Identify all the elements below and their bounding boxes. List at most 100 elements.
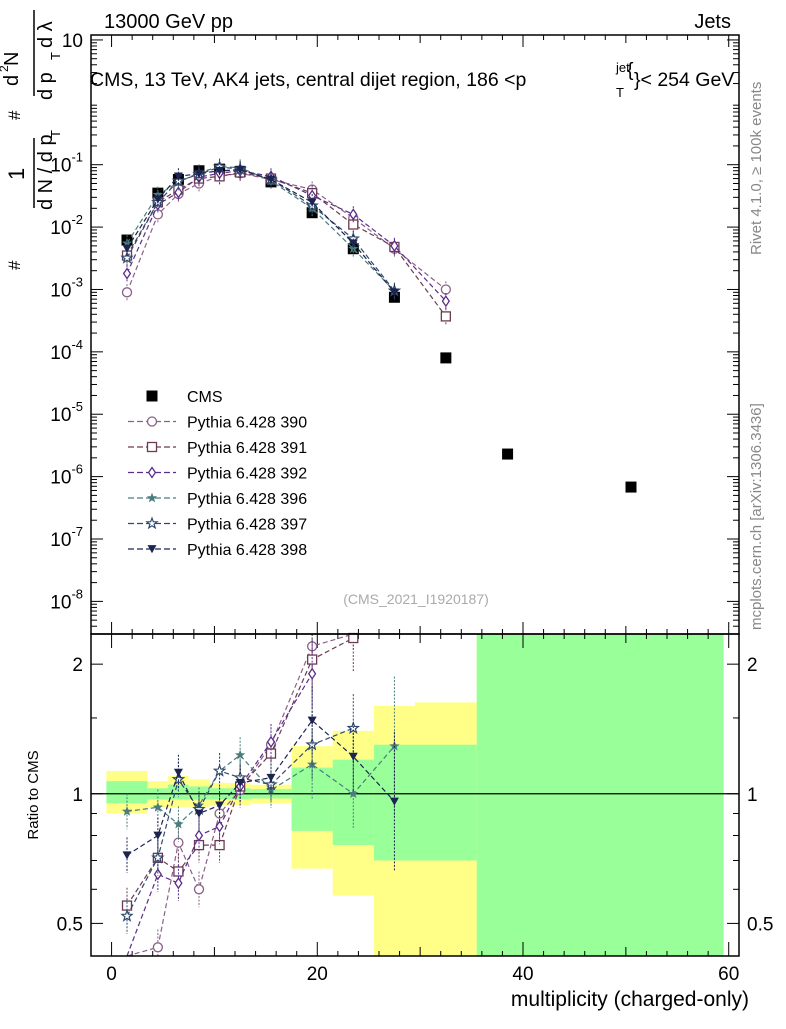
main-ytick-label-4: 10-4 bbox=[50, 337, 83, 364]
ratio-ylabel: Ratio to CMS bbox=[25, 750, 42, 839]
ratio-series-5 bbox=[122, 686, 399, 874]
ratio-line-5 bbox=[126, 719, 395, 856]
legend-marker-5 bbox=[145, 516, 159, 530]
ratio-ytick-label-r-1: 1 bbox=[747, 785, 758, 806]
ratio-point-4-1 bbox=[151, 850, 165, 864]
header-left: 13000 GeV pp bbox=[104, 11, 233, 33]
ratio-line-2 bbox=[126, 673, 313, 957]
ratio-line-1 bbox=[126, 637, 354, 906]
ratio-point-2-4 bbox=[215, 820, 224, 833]
main-point-3-8 bbox=[349, 208, 358, 221]
ratio-point-1-8 bbox=[348, 632, 359, 644]
ylabel-den-sub: T bbox=[48, 52, 63, 60]
ratio-point-0-1 bbox=[152, 942, 164, 953]
ratio-xtick-label-1: 20 bbox=[307, 964, 328, 985]
ratio-point-5-2 bbox=[173, 768, 183, 777]
ratio-series bbox=[120, 632, 400, 957]
main-title-sub: T bbox=[616, 85, 624, 100]
ratio-point-4-0 bbox=[120, 908, 134, 922]
ratio-point-1-2 bbox=[173, 866, 184, 877]
legend-entry-2: Pythia 6.428 391 bbox=[128, 440, 307, 457]
main-point-3-2 bbox=[174, 186, 183, 199]
ratio-point-0-3 bbox=[193, 884, 205, 895]
ratio-point-5-3 bbox=[194, 809, 204, 818]
main-point-6-7 bbox=[307, 198, 317, 207]
mcplots-label: mcplots.cern.ch [arXiv:1306.3436] bbox=[748, 403, 765, 630]
ratio-point-2-1 bbox=[153, 868, 163, 881]
legend-label-0: CMS bbox=[187, 389, 223, 406]
ylabel-hash-1: # bbox=[5, 260, 24, 270]
main-point-5-0 bbox=[120, 250, 134, 264]
main-point-6-5 bbox=[235, 165, 245, 175]
ratio-point-3-8 bbox=[348, 788, 359, 799]
legend-marker-1 bbox=[146, 416, 158, 427]
ratio-ytick-label-1: 1 bbox=[72, 785, 83, 806]
main-series bbox=[120, 158, 637, 493]
main-point-4-8 bbox=[348, 243, 359, 254]
main-point-6-2 bbox=[173, 172, 183, 181]
ylabel-subT: T bbox=[48, 130, 63, 138]
ylabel-den: d p bbox=[35, 72, 57, 100]
legend-marker-6 bbox=[147, 545, 157, 554]
main-point-3-0 bbox=[122, 267, 132, 280]
legend-marker-0 bbox=[146, 390, 158, 402]
legend-label-2: Pythia 6.428 391 bbox=[187, 440, 307, 457]
main-point-1-10 bbox=[440, 284, 452, 295]
ratio-point-3-9 bbox=[389, 740, 400, 751]
main-ytick-label-6: 10-2 bbox=[50, 212, 83, 239]
ratio-point-3-5 bbox=[235, 749, 246, 760]
ratio-ytick-label-2: 2 bbox=[72, 655, 83, 676]
main-title-sup: jet bbox=[615, 60, 630, 75]
ylabel-num: d bbox=[1, 75, 23, 86]
ylabel-dN: d N / d p bbox=[35, 134, 57, 210]
ratio-point-4-6 bbox=[264, 777, 278, 791]
main-series-6 bbox=[122, 161, 399, 301]
ratio-bands bbox=[91, 634, 739, 956]
ylabel-one: 1 bbox=[4, 168, 29, 180]
main-title: CMS, 13 TeV, AK4 jets, central dijet reg… bbox=[90, 69, 526, 91]
legend-entry-5: Pythia 6.428 397 bbox=[128, 516, 307, 534]
ratio-point-5-8 bbox=[348, 752, 358, 761]
ratio-xtick-label-0: 0 bbox=[106, 964, 117, 985]
main-point-6-8 bbox=[348, 239, 358, 248]
rivet-label: Rivet 4.1.0, ≥ 100k events bbox=[748, 82, 765, 255]
ratio-point-3-1 bbox=[152, 801, 163, 812]
legend-entry-1: Pythia 6.428 390 bbox=[128, 415, 307, 432]
ratio-point-5-1 bbox=[153, 831, 163, 840]
ratio-point-5-4 bbox=[215, 801, 225, 810]
main-line-3 bbox=[126, 170, 447, 302]
ratio-xtick-label-2: 40 bbox=[512, 964, 533, 985]
ratio-point-3-2 bbox=[173, 818, 184, 829]
ylabel-num2: N bbox=[1, 52, 23, 66]
main-ticks: 10-8 10-7 10-6 10-5 10-4 10-3 10-2 10-1 10 bbox=[50, 31, 739, 635]
legend-label-4: Pythia 6.428 396 bbox=[187, 491, 307, 508]
main-ylabel: # 1 d N / d p T # d 2 N d p T d λ bbox=[0, 10, 63, 270]
main-point-3-9 bbox=[390, 239, 399, 252]
ylabel-hash-2: # bbox=[5, 110, 24, 120]
ratio-point-4-2 bbox=[171, 772, 186, 786]
main-point-4-0 bbox=[121, 237, 133, 248]
ratio-xlabel: multiplicity (charged-only) bbox=[511, 988, 749, 1011]
ratio-point-2-2 bbox=[174, 877, 183, 890]
ratio-point-5-7 bbox=[307, 716, 317, 725]
ratio-ytick-label-r-2: 2 bbox=[747, 655, 758, 676]
ratio-ytick-label-0: 0.5 bbox=[57, 914, 83, 935]
legend-marker-2 bbox=[146, 441, 158, 453]
main-point-6-4 bbox=[215, 166, 225, 176]
band-green-2 bbox=[168, 784, 189, 800]
legend-label-5: Pythia 6.428 397 bbox=[187, 517, 307, 534]
main-point-6-3 bbox=[194, 169, 204, 178]
main-point-3-10 bbox=[441, 295, 451, 308]
main-title-post: }< 254 GeV bbox=[634, 69, 734, 91]
main-ytick-label-1: 10-7 bbox=[50, 524, 83, 551]
main-point-1-0 bbox=[121, 287, 133, 298]
main-line-6 bbox=[126, 169, 395, 293]
ratio-point-2-7 bbox=[307, 667, 317, 680]
ratio-point-2-6 bbox=[266, 735, 276, 748]
legend-entry-6: Pythia 6.428 398 bbox=[128, 542, 307, 559]
ratio-point-5-9 bbox=[389, 797, 399, 806]
main-title-brace: { bbox=[627, 59, 634, 81]
main-line-4 bbox=[126, 166, 395, 292]
